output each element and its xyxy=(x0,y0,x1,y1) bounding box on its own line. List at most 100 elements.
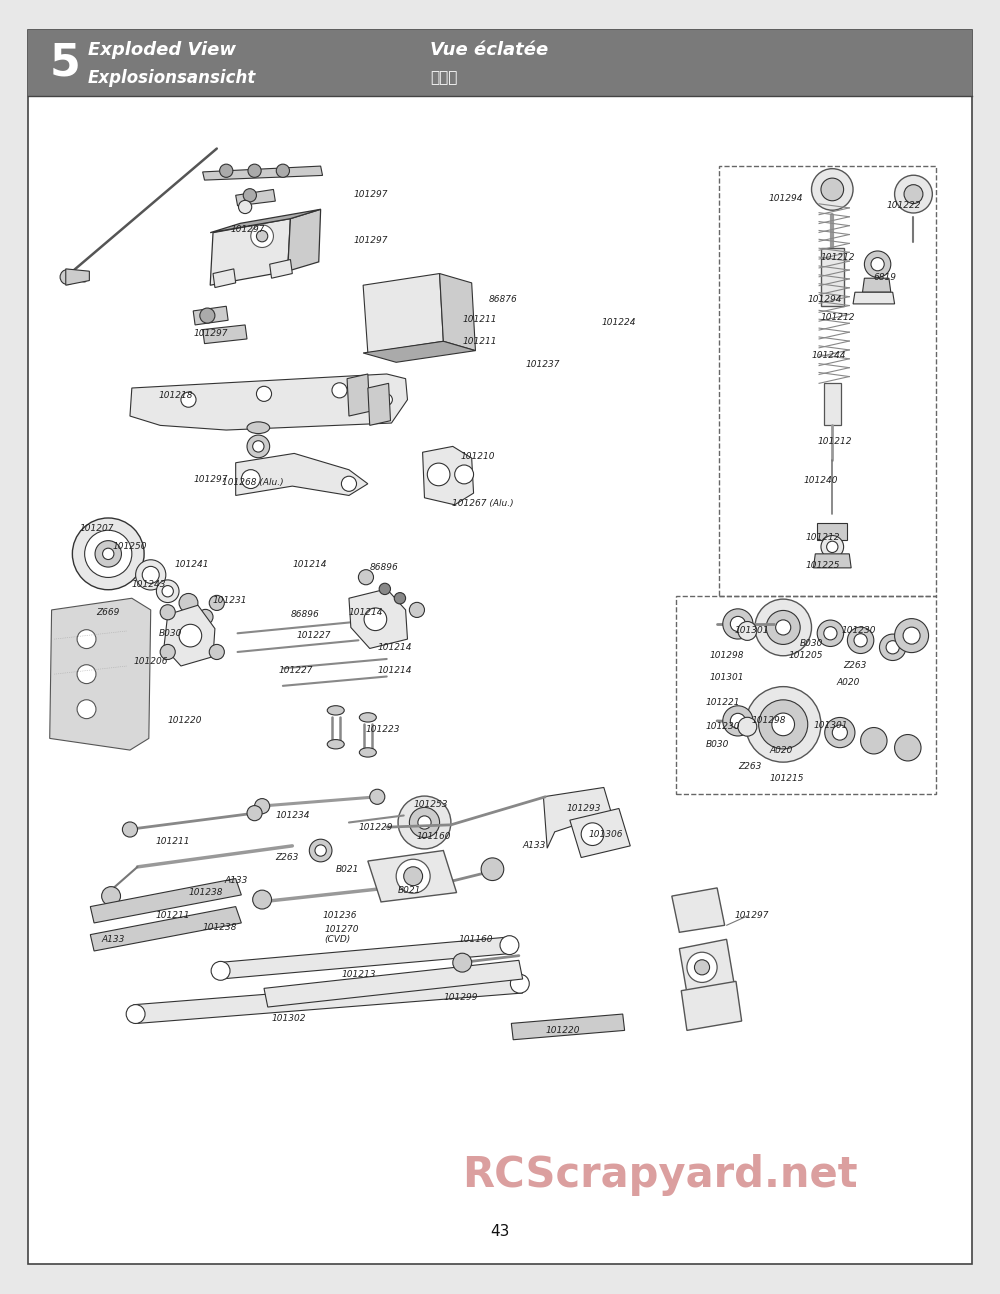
Circle shape xyxy=(409,807,440,837)
Circle shape xyxy=(453,954,472,972)
Text: 101297: 101297 xyxy=(193,475,228,484)
Circle shape xyxy=(309,840,332,862)
Text: 101214: 101214 xyxy=(377,643,412,652)
Text: B021: B021 xyxy=(398,885,421,894)
Polygon shape xyxy=(853,292,895,304)
Circle shape xyxy=(755,599,812,656)
Text: 101220: 101220 xyxy=(545,1026,580,1035)
Circle shape xyxy=(827,541,838,553)
Polygon shape xyxy=(368,850,457,902)
Text: B021: B021 xyxy=(336,864,359,873)
Polygon shape xyxy=(672,888,725,932)
Polygon shape xyxy=(50,598,151,751)
Text: 43: 43 xyxy=(490,1224,510,1238)
Circle shape xyxy=(364,608,387,630)
Circle shape xyxy=(394,593,406,604)
Circle shape xyxy=(687,952,717,982)
Circle shape xyxy=(861,727,887,754)
Text: 101244: 101244 xyxy=(812,351,846,360)
Text: Explosionsansicht: Explosionsansicht xyxy=(88,69,256,87)
Circle shape xyxy=(766,611,800,644)
Polygon shape xyxy=(193,307,228,325)
Text: 101218: 101218 xyxy=(158,391,193,400)
Polygon shape xyxy=(824,383,841,426)
Text: 86876: 86876 xyxy=(489,295,517,304)
Text: A133: A133 xyxy=(102,934,125,943)
Circle shape xyxy=(455,465,474,484)
Circle shape xyxy=(179,594,198,612)
Circle shape xyxy=(241,470,260,489)
Polygon shape xyxy=(288,210,321,272)
Text: 101250: 101250 xyxy=(113,542,147,551)
Text: 101237: 101237 xyxy=(525,360,560,369)
Text: 101270
(CVD): 101270 (CVD) xyxy=(324,925,359,945)
Circle shape xyxy=(248,164,261,177)
Bar xyxy=(719,166,936,597)
Circle shape xyxy=(723,609,753,639)
Ellipse shape xyxy=(327,740,344,749)
Text: Z669: Z669 xyxy=(96,608,119,617)
Text: 101211: 101211 xyxy=(462,314,497,324)
Text: 101210: 101210 xyxy=(460,453,495,462)
Text: 101227: 101227 xyxy=(278,666,313,675)
Text: 101230: 101230 xyxy=(842,626,876,635)
Circle shape xyxy=(247,806,262,820)
Text: 101298: 101298 xyxy=(751,717,786,726)
Circle shape xyxy=(142,567,159,584)
Circle shape xyxy=(160,604,175,620)
Circle shape xyxy=(871,258,884,270)
Text: 101297: 101297 xyxy=(734,911,769,920)
Circle shape xyxy=(738,717,757,736)
Text: 6819: 6819 xyxy=(874,273,897,282)
Polygon shape xyxy=(543,788,611,848)
Circle shape xyxy=(381,393,392,405)
Text: 101220: 101220 xyxy=(168,717,202,726)
Circle shape xyxy=(60,269,75,285)
Circle shape xyxy=(77,665,96,683)
Polygon shape xyxy=(681,981,742,1030)
Text: 101297: 101297 xyxy=(354,237,388,246)
Circle shape xyxy=(239,201,252,214)
Text: 101240: 101240 xyxy=(804,476,838,485)
Text: 101294: 101294 xyxy=(769,194,804,203)
Circle shape xyxy=(253,441,264,452)
Circle shape xyxy=(832,725,847,740)
Text: 101222: 101222 xyxy=(887,202,922,211)
Text: RCScrapyard.net: RCScrapyard.net xyxy=(462,1154,858,1196)
Text: 101212: 101212 xyxy=(821,252,855,261)
Circle shape xyxy=(220,164,233,177)
Circle shape xyxy=(812,168,853,210)
Circle shape xyxy=(77,700,96,718)
Polygon shape xyxy=(130,374,407,430)
Circle shape xyxy=(730,616,745,631)
Polygon shape xyxy=(440,273,475,351)
Text: 101221: 101221 xyxy=(706,697,740,707)
Circle shape xyxy=(179,624,202,647)
Ellipse shape xyxy=(247,422,270,433)
Circle shape xyxy=(156,580,179,603)
Circle shape xyxy=(581,823,604,845)
Polygon shape xyxy=(511,1014,625,1040)
Polygon shape xyxy=(817,524,847,540)
Text: A133: A133 xyxy=(523,841,546,850)
Text: 101301: 101301 xyxy=(734,626,769,635)
Circle shape xyxy=(694,960,710,974)
Circle shape xyxy=(895,175,932,214)
Polygon shape xyxy=(368,383,390,426)
Circle shape xyxy=(255,798,270,814)
Circle shape xyxy=(821,179,844,201)
Text: 101212: 101212 xyxy=(821,313,855,322)
Text: 101213: 101213 xyxy=(341,969,376,978)
Circle shape xyxy=(759,700,808,749)
Circle shape xyxy=(256,230,268,242)
Text: B030: B030 xyxy=(800,639,824,648)
Text: 101301: 101301 xyxy=(710,673,744,682)
Bar xyxy=(676,597,936,795)
Circle shape xyxy=(209,644,224,660)
Circle shape xyxy=(332,383,347,397)
Polygon shape xyxy=(66,269,89,285)
Text: Vue éclatée: Vue éclatée xyxy=(430,41,548,58)
Text: A020: A020 xyxy=(770,745,793,754)
Text: 86896: 86896 xyxy=(290,609,319,619)
Text: 101160: 101160 xyxy=(458,934,493,943)
